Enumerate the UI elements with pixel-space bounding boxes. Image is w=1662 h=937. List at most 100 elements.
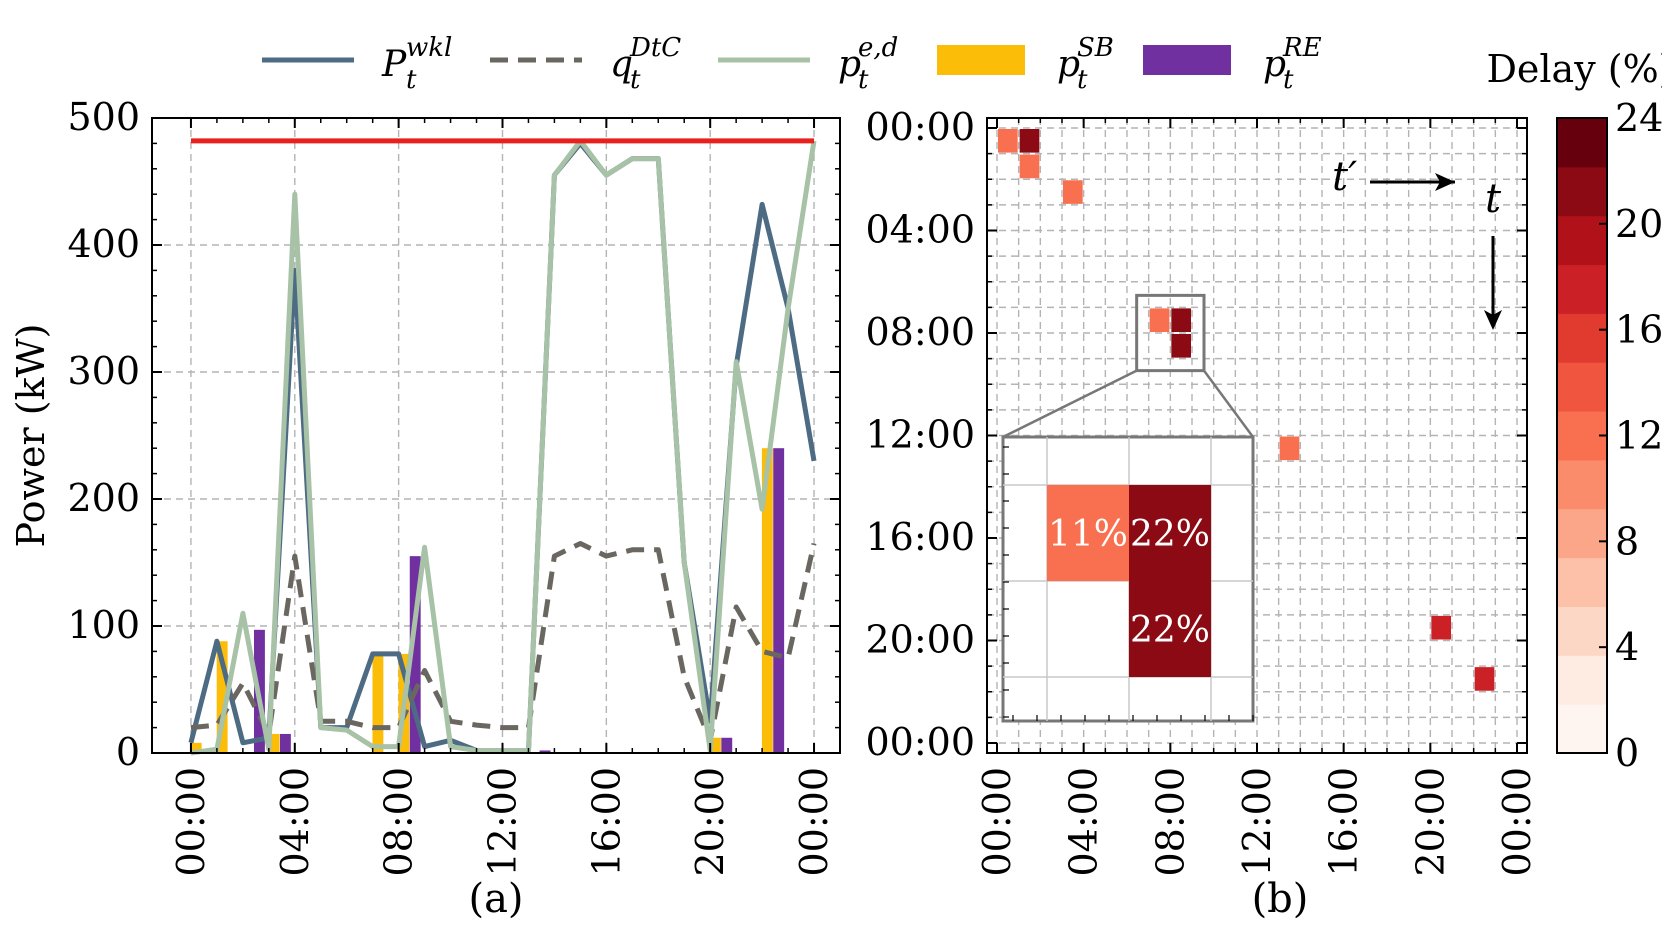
colorbar-tick-label: 24 <box>1615 96 1662 140</box>
bar-re <box>721 737 733 753</box>
bar-re <box>773 448 785 753</box>
zoom-connector <box>1202 369 1255 438</box>
y-tick-label: 100 <box>67 603 140 647</box>
legend-label-base: P <box>381 44 407 85</box>
y-tick-label: 400 <box>67 222 140 266</box>
colorbar-segment <box>1557 606 1607 656</box>
heatmap-y-tick-label: 12:00 <box>865 413 975 457</box>
bar-re <box>539 750 551 753</box>
y-tick-label: 300 <box>67 349 140 393</box>
heatmap-y-tick-label: 00:00 <box>865 105 975 149</box>
colorbar-segment <box>1557 215 1607 266</box>
y-tick-label: 500 <box>67 95 140 139</box>
legend-label-sup: wkl <box>406 33 452 63</box>
direction-arrows: t′ t <box>1332 154 1502 330</box>
colorbar-segment <box>1557 411 1607 461</box>
heatmap-cell <box>1019 129 1040 153</box>
x-tick-label: 04:00 <box>273 767 317 877</box>
legend-label-sub: t <box>1283 65 1294 95</box>
colorbar-segment <box>1557 508 1607 559</box>
x-direction-arrowhead <box>1435 173 1455 191</box>
colorbar-segment <box>1557 362 1607 412</box>
x-tick-label: 08:00 <box>377 767 421 877</box>
heatmap-y-tick-label: 04:00 <box>865 208 975 252</box>
bar-sb <box>761 448 773 753</box>
colorbar-tick-label: 0 <box>1615 731 1639 775</box>
ticks-b: 00:0004:0008:0012:0016:0020:0000:0000:00… <box>865 105 1539 877</box>
ticks-a: 0 100 200 300 400 500 00:00 04:00 08:00 12:00 16:0… <box>67 95 840 877</box>
heatmap-cell <box>1474 667 1495 691</box>
heatmap-cell <box>1279 436 1300 461</box>
colorbar-segment <box>1557 704 1607 754</box>
colorbar-segment <box>1557 557 1607 607</box>
bar-re <box>279 733 291 753</box>
legend-label-base: p <box>838 44 861 85</box>
heatmap-x-tick-label: 12:00 <box>1235 767 1279 877</box>
legend-label-sup: e,d <box>858 33 898 63</box>
panel-b: 00:0004:0008:0012:0016:0020:0000:0000:00… <box>865 105 1539 922</box>
y-tick-label: 200 <box>67 476 140 520</box>
heatmap-y-tick-label: 08:00 <box>865 310 975 354</box>
grid-a <box>152 118 840 753</box>
legend-label-sub: t <box>630 65 641 95</box>
heatmap-y-tick-label: 16:00 <box>865 515 975 559</box>
heatmap-x-tick-label: 16:00 <box>1322 767 1366 877</box>
bar-re <box>409 556 421 753</box>
colorbar-tick-label: 4 <box>1615 625 1639 669</box>
x-tick-label: 00:00 <box>792 767 836 877</box>
zoom-cell-label: 22% <box>1130 610 1210 651</box>
colorbar-segment <box>1557 459 1607 510</box>
panel-a: 0 100 200 300 400 500 00:00 04:00 08:00 12:00 16:0… <box>9 95 841 922</box>
x-variable-label: t′ <box>1332 154 1357 200</box>
heatmap-cell <box>1063 180 1083 204</box>
heatmap-x-tick-label: 08:00 <box>1148 767 1192 877</box>
legend-label-sup: RE <box>1282 33 1322 63</box>
colorbar: 0 4 8 12 16 20 24 Delay (%) <box>1486 47 1662 775</box>
heatmap-cells <box>998 129 1495 691</box>
zoom-cell-label: 22% <box>1130 514 1210 555</box>
colorbar-segment <box>1557 655 1607 705</box>
heatmap-x-tick-label: 04:00 <box>1062 767 1106 877</box>
colorbar-segment <box>1557 118 1607 168</box>
heatmap-y-tick-label: 20:00 <box>865 618 975 662</box>
plot-frame-a <box>151 117 841 754</box>
colorbar-tick-label: 8 <box>1615 519 1639 563</box>
zoom-connector <box>1002 369 1138 439</box>
heatmap-cell <box>1171 334 1191 358</box>
legend-label-base: q <box>610 44 633 85</box>
x-tick-label: 00:00 <box>169 767 213 877</box>
x-tick-label: 12:00 <box>480 767 524 877</box>
y-tick-label: 0 <box>116 730 140 774</box>
colorbar-segment <box>1557 313 1607 363</box>
legend-label-base: p <box>1263 44 1286 85</box>
zoom-source-box <box>1135 293 1206 373</box>
bar-sb <box>372 653 384 753</box>
legend-label-sub: t <box>858 65 869 95</box>
bar-sb <box>268 733 280 753</box>
legend-label-sub: t <box>1077 65 1088 95</box>
y-variable-label: t <box>1485 176 1502 222</box>
heatmap-cell <box>1431 615 1451 640</box>
heatmap-y-tick-label: 00:00 <box>865 720 975 764</box>
bar-sb <box>709 737 721 753</box>
bar-sb <box>216 641 228 753</box>
zoom-cell <box>1047 485 1129 581</box>
heatmap-x-tick-label: 00:00 <box>975 767 1019 877</box>
x-tick-label: 20:00 <box>688 767 732 877</box>
heatmap-x-tick-label: 20:00 <box>1408 767 1452 877</box>
legend-swatch-re <box>1143 45 1231 75</box>
colorbar-title: Delay (%) <box>1486 47 1662 91</box>
legend-label-sub: t <box>406 65 417 95</box>
legend-label-sup: SB <box>1077 33 1114 63</box>
heatmap-cell <box>1019 154 1040 179</box>
heatmap-cell <box>1149 308 1170 332</box>
heatmap-cell <box>1171 308 1191 332</box>
colorbar-tick-label: 20 <box>1615 202 1662 246</box>
heatmap-cell <box>998 129 1018 153</box>
colorbar-segment <box>1557 264 1607 314</box>
colorbar-tick-label: 12 <box>1615 414 1662 458</box>
legend-swatch-sb <box>937 45 1025 75</box>
legend-label-base: p <box>1057 44 1080 85</box>
